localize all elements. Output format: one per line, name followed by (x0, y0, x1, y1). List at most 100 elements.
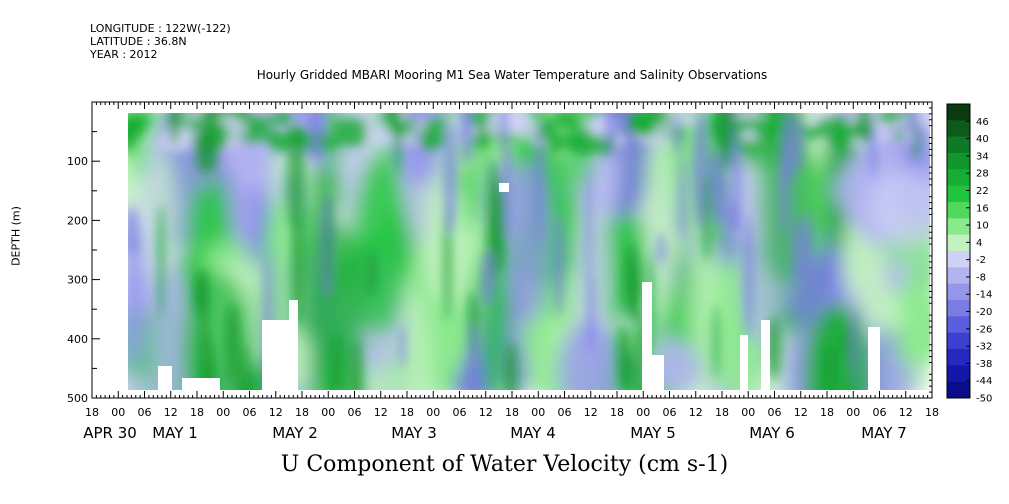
heatmap-blob (480, 249, 497, 306)
heatmap-blob (656, 232, 666, 266)
x-hour-label: 00 (846, 406, 860, 419)
missing-data-region (740, 335, 748, 398)
y-tick-label: 100 (67, 155, 88, 168)
x-hour-label: 18 (295, 406, 309, 419)
x-hour-label: 12 (269, 406, 283, 419)
heatmap-blob (855, 105, 874, 143)
colorbar-swatch (947, 234, 970, 252)
heatmap-blob (291, 214, 305, 326)
heatmap-blob (713, 304, 719, 380)
colorbar-label: -14 (976, 290, 992, 301)
x-hour-label: 00 (321, 406, 335, 419)
colorbar-swatch (947, 120, 970, 137)
heatmap-blob (132, 113, 151, 129)
colorbar-label: 16 (976, 203, 989, 214)
x-hour-label: 12 (689, 406, 703, 419)
x-hour-label: 12 (374, 406, 388, 419)
x-hour-label: 06 (768, 406, 782, 419)
heatmap-blob (330, 117, 367, 137)
heatmap-blob (587, 273, 596, 354)
heatmap-blob (504, 342, 518, 398)
colorbar-frame (946, 103, 971, 399)
heatmap-blob (558, 319, 622, 398)
missing-data-region (289, 300, 298, 398)
x-hour-label: 00 (216, 406, 230, 419)
colorbar-swatch (947, 316, 970, 333)
y-tick-label: 400 (67, 333, 88, 346)
x-date-label: MAY 2 (272, 424, 318, 442)
x-hour-label: 06 (453, 406, 467, 419)
heatmap-blob (331, 332, 342, 398)
heatmap-blob (586, 162, 593, 289)
heatmap-blob (459, 102, 474, 165)
heatmap-blob (755, 122, 782, 143)
heatmap-blob (570, 129, 598, 157)
colorbar-swatch (947, 185, 970, 203)
colorbar-label: -32 (976, 342, 992, 353)
x-date-label: MAY 1 (152, 424, 198, 442)
colorbar-swatch (947, 381, 970, 399)
heatmap-blob (272, 110, 292, 126)
missing-data-region (158, 366, 172, 390)
heatmap-blob (287, 125, 306, 232)
heatmap-blob (299, 220, 366, 398)
heatmap-blob (443, 123, 458, 234)
x-hour-label: 06 (663, 406, 677, 419)
x-date-label: MAY 4 (510, 424, 556, 442)
heatmap-blob (654, 123, 679, 132)
colorbar-swatch (947, 365, 970, 382)
x-hour-label: 00 (531, 406, 545, 419)
heatmap-blob (349, 339, 363, 398)
heatmap-blob (548, 120, 587, 131)
heatmap-blob (323, 192, 332, 287)
missing-data-region (182, 378, 220, 398)
x-hour-label: 12 (794, 406, 808, 419)
heatmap-blob (403, 135, 418, 146)
heatmap-blob (468, 322, 479, 398)
missing-data-region (930, 102, 932, 398)
colorbar-swatch (947, 202, 970, 219)
heatmap-blob (805, 208, 815, 297)
heatmap-blob (239, 342, 250, 398)
heatmap-blob (491, 179, 506, 275)
heatmap-blob (546, 129, 560, 155)
x-hour-label: 06 (243, 406, 257, 419)
year-label: YEAR : 2012 (90, 48, 158, 61)
heatmap-blob (673, 114, 682, 155)
heatmap-blob (631, 261, 641, 322)
heatmap-blob (655, 341, 700, 397)
x-hour-label: 12 (899, 406, 913, 419)
colorbar-label: -50 (976, 394, 992, 405)
heatmap-blob (720, 102, 734, 170)
x-hour-label: 12 (164, 406, 178, 419)
y-tick-label: 500 (67, 392, 88, 405)
metadata-block: LONGITUDE : 122W(-122) LATITUDE : 36.8N … (90, 22, 231, 61)
colorbar-label: -26 (976, 324, 992, 335)
heatmap-blob (398, 325, 406, 369)
x-hour-label: 18 (820, 406, 834, 419)
variable-label: U Component of Water Velocity (cm s-1) (280, 452, 729, 477)
heatmap-blob (825, 344, 836, 393)
heatmap-blob (367, 252, 378, 296)
heatmap-blob (239, 116, 276, 127)
colorbar-swatch (947, 136, 970, 154)
heatmap-blob (157, 203, 165, 320)
x-hour-label: 18 (610, 406, 624, 419)
heatmap-blob (151, 155, 178, 267)
colorbar-swatch (947, 283, 970, 301)
x-hour-label: 18 (85, 406, 99, 419)
colorbar-swatch (947, 169, 970, 186)
x-hour-label: 18 (715, 406, 729, 419)
heatmap-blob (309, 105, 324, 162)
heatmap-blob (912, 122, 920, 160)
heatmap-blob (869, 169, 932, 247)
missing-data-region (761, 320, 770, 398)
heatmap-blob (792, 216, 807, 283)
heatmap-blob (629, 109, 659, 137)
colorbar-swatch (947, 153, 970, 170)
x-date-label: MAY 5 (630, 424, 676, 442)
y-tick-label: 200 (67, 214, 88, 227)
x-hour-label: 18 (190, 406, 204, 419)
colorbar-swatch (947, 267, 970, 284)
colorbar-label: -44 (976, 376, 992, 387)
